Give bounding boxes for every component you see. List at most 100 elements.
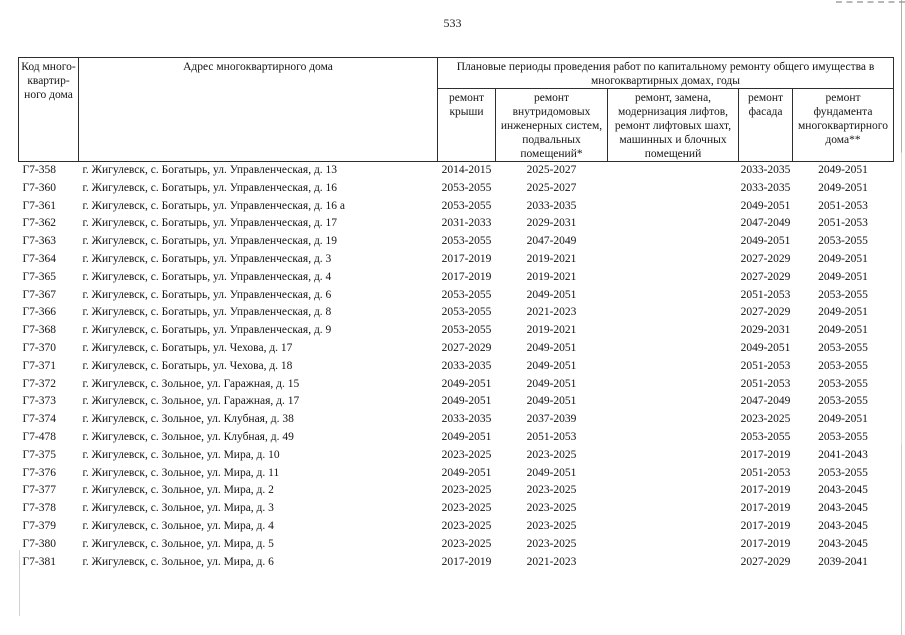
cell-foundation-period: 2049-2051	[818, 306, 868, 319]
cell-roof-period: 2027-2029	[441, 341, 492, 354]
cell-lifts-period	[608, 269, 739, 287]
cell-lifts-period	[608, 340, 739, 358]
table-row: Г7-377 г. Жигулевск, с. Зольное, ул. Мира…	[19, 482, 894, 500]
cell-roof-period: 2033-2035	[441, 359, 492, 372]
cell-systems-period: 2019-2021	[526, 324, 577, 337]
table-row: Г7-361 г. Жигулевск, с. Богатырь, ул. Упр…	[19, 198, 894, 216]
cell-code: Г7-367	[22, 288, 56, 301]
cell-systems-period: 2051-2053	[526, 430, 577, 443]
cell-lifts-period	[608, 429, 739, 447]
cell-systems-period: 2049-2051	[526, 341, 577, 354]
cell-systems-period: 2023-2025	[526, 519, 577, 532]
cell-lifts-period	[608, 180, 739, 198]
cell-facade-period: 2027-2029	[740, 306, 791, 319]
table-row: Г7-358 г. Жигулевск, с. Богатырь, ул. Упр…	[19, 162, 894, 180]
cell-systems-period: 2023-2025	[526, 448, 577, 461]
cell-lifts-period	[608, 304, 739, 322]
cell-systems-period: 2049-2051	[526, 377, 577, 390]
cell-address: г. Жигулевск, с. Богатырь, ул. Управленч…	[82, 199, 346, 212]
table-body: Г7-358 г. Жигулевск, с. Богатырь, ул. Упр…	[19, 162, 894, 572]
cell-lifts-period	[608, 465, 739, 483]
cell-lifts-period	[608, 411, 739, 429]
header-planned-periods-group: Плановые периоды проведения работ по кап…	[436, 57, 895, 89]
cell-code: Г7-374	[22, 413, 56, 426]
cell-facade-period: 2051-2053	[740, 288, 791, 301]
table-row: Г7-371 г. Жигулевск, с. Богатырь, ул. Чех…	[19, 358, 894, 376]
cell-foundation-period: 2049-2051	[818, 324, 868, 337]
header-roof-repair: ремонт крыши	[437, 88, 496, 162]
cell-address: г. Жигулевск, с. Зольное, ул. Мира, д. 6	[82, 555, 274, 568]
cell-roof-period: 2049-2051	[441, 466, 492, 479]
cell-facade-period: 2027-2029	[740, 555, 791, 568]
table-row: Г7-379 г. Жигулевск, с. Зольное, ул. Мира…	[19, 518, 894, 536]
cell-code: Г7-371	[22, 359, 56, 372]
cell-code: Г7-377	[22, 484, 56, 497]
cell-address: г. Жигулевск, с. Богатырь, ул. Управленч…	[82, 164, 338, 176]
cell-systems-period: 2049-2051	[526, 288, 577, 301]
table-row: Г7-368 г. Жигулевск, с. Богатырь, ул. Упр…	[19, 322, 894, 340]
cell-roof-period: 2049-2051	[441, 395, 492, 408]
cell-lifts-period	[608, 393, 739, 411]
cell-foundation-period: 2053-2055	[818, 430, 868, 443]
cell-address: г. Жигулевск, с. Зольное, ул. Клубная, д…	[82, 413, 294, 426]
cell-address: г. Жигулевск, с. Зольное, ул. Мира, д. 5	[82, 537, 274, 550]
cell-lifts-period	[608, 358, 739, 376]
cell-code: Г7-376	[22, 466, 56, 479]
cell-facade-period: 2049-2051	[740, 199, 791, 212]
cell-foundation-period: 2043-2045	[818, 502, 868, 515]
cell-foundation-period: 2049-2051	[818, 164, 868, 176]
cell-roof-period: 2049-2051	[441, 430, 492, 443]
cell-facade-period: 2047-2049	[740, 217, 791, 230]
cell-foundation-period: 2049-2051	[818, 413, 868, 426]
cell-lifts-period	[608, 322, 739, 340]
cell-lifts-period	[608, 500, 739, 518]
cell-address: г. Жигулевск, с. Зольное, ул. Гаражная, …	[82, 377, 300, 390]
cell-code: Г7-379	[22, 519, 56, 532]
cell-facade-period: 2017-2019	[740, 484, 791, 497]
cell-facade-period: 2033-2035	[740, 164, 791, 176]
cell-code: Г7-360	[22, 181, 56, 194]
cell-facade-period: 2027-2029	[740, 270, 791, 283]
table-row: Г7-478 г. Жигулевск, с. Зольное, ул. Клуб…	[19, 429, 894, 447]
table-row: Г7-362 г. Жигулевск, с. Богатырь, ул. Упр…	[19, 215, 894, 233]
cell-foundation-period: 2053-2055	[818, 395, 868, 408]
cell-lifts-period	[608, 233, 739, 251]
cell-facade-period: 2017-2019	[740, 448, 791, 461]
cell-systems-period: 2049-2051	[526, 395, 577, 408]
header-facade-repair: ремонт фасада	[738, 88, 793, 162]
cell-systems-period: 2037-2039	[526, 413, 577, 426]
cell-facade-period: 2051-2053	[740, 359, 791, 372]
page-number: 533	[443, 16, 462, 30]
table-row: Г7-372 г. Жигулевск, с. Зольное, ул. Гара…	[19, 376, 894, 394]
cell-address: г. Жигулевск, с. Зольное, ул. Гаражная, …	[82, 395, 300, 408]
cell-facade-period: 2053-2055	[740, 430, 791, 443]
cell-facade-period: 2017-2019	[740, 519, 791, 532]
cell-roof-period: 2017-2019	[441, 270, 492, 283]
cell-address: г. Жигулевск, с. Зольное, ул. Мира, д. 4	[82, 519, 274, 532]
table-header: Код много- квартир- ного дома Адрес мног…	[18, 57, 895, 162]
cell-code: Г7-365	[22, 270, 56, 283]
cell-lifts-period	[608, 287, 739, 305]
cell-code: Г7-362	[22, 217, 56, 230]
cell-roof-period: 2053-2055	[441, 199, 492, 212]
cell-foundation-period: 2051-2053	[818, 217, 868, 230]
header-inhouse-systems-repair: ремонт внутридомовых инженерных систем, …	[495, 88, 608, 162]
cell-code: Г7-366	[22, 306, 56, 319]
cell-systems-period: 2021-2023	[526, 555, 577, 568]
cell-systems-period: 2023-2025	[526, 484, 577, 497]
cell-foundation-period: 2049-2051	[818, 270, 868, 283]
cell-code: Г7-364	[22, 252, 56, 265]
cell-code: Г7-381	[22, 555, 56, 568]
cell-address: г. Жигулевск, с. Зольное, ул. Мира, д. 3	[82, 502, 274, 515]
cell-lifts-period	[608, 376, 739, 394]
cell-facade-period: 2027-2029	[740, 252, 791, 265]
capital-repair-schedule-table: Код много- квартир- ного дома Адрес мног…	[18, 57, 895, 572]
cell-foundation-period: 2053-2055	[818, 359, 868, 372]
cell-roof-period: 2023-2025	[441, 502, 492, 515]
cell-lifts-period	[608, 162, 739, 180]
cell-foundation-period: 2049-2051	[818, 252, 868, 265]
cell-code: Г7-373	[22, 395, 56, 408]
cell-facade-period: 2033-2035	[740, 181, 791, 194]
table-row: Г7-365 г. Жигулевск, с. Богатырь, ул. Упр…	[19, 269, 894, 287]
cell-lifts-period	[608, 215, 739, 233]
